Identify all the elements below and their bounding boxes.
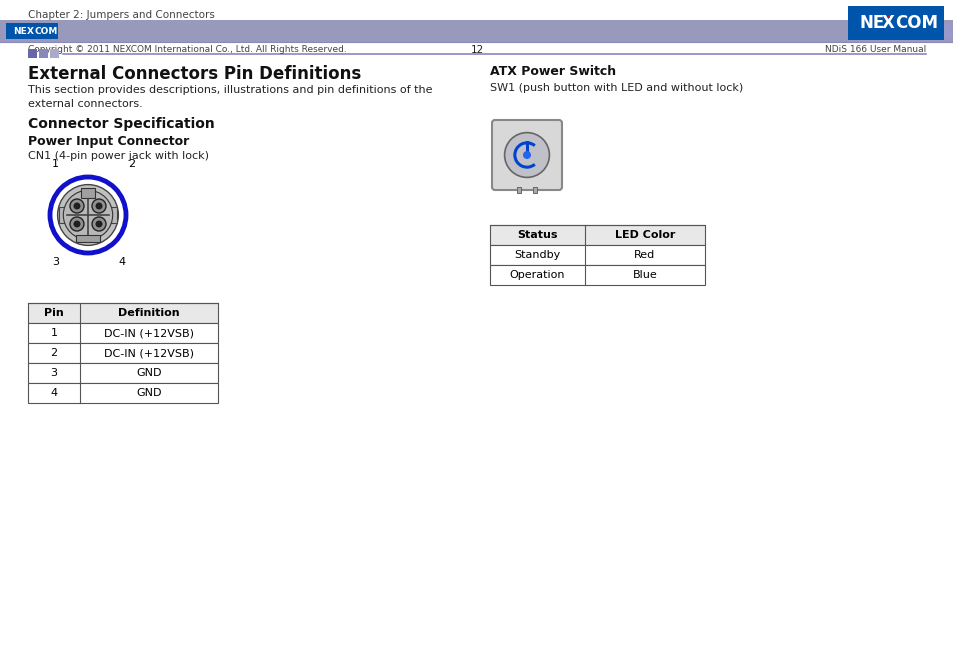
Text: GND: GND [136,388,162,398]
Text: COM: COM [35,26,58,36]
Circle shape [57,185,118,245]
Text: 2: 2 [128,159,135,169]
Text: DC-IN (+12VSB): DC-IN (+12VSB) [104,328,193,338]
Circle shape [91,199,106,213]
Bar [517,187,520,193]
Text: This section provides descriptions, illustrations and pin definitions of the: This section provides descriptions, illu… [28,85,432,95]
Text: 12: 12 [470,45,483,55]
Bar [940,24,950,38]
Text: CN1 (4-pin power jack with lock): CN1 (4-pin power jack with lock) [28,151,209,161]
Circle shape [91,217,106,231]
Text: External Connectors Pin Definitions: External Connectors Pin Definitions [28,65,361,83]
Text: 1: 1 [51,328,57,338]
Text: 3: 3 [51,368,57,378]
Circle shape [50,177,126,253]
Text: Status: Status [517,230,558,240]
Bar [0,20,953,42]
Bar [0,0,953,42]
Text: Blue: Blue [632,270,657,280]
Bar [81,188,95,198]
Text: external connectors.: external connectors. [28,99,143,109]
Text: X: X [882,14,894,32]
Text: 3: 3 [52,257,59,267]
Bar [28,323,218,343]
Text: Connector Specification: Connector Specification [28,117,214,131]
Bar [533,187,537,193]
Bar [50,49,59,58]
Text: NE: NE [13,26,27,36]
Text: ATX Power Switch: ATX Power Switch [490,65,616,78]
Text: Standby: Standby [514,250,560,260]
Text: 4: 4 [51,388,57,398]
Circle shape [70,199,84,213]
Bar [490,245,704,265]
Bar [6,23,58,39]
Circle shape [95,202,102,210]
Bar [59,207,70,223]
Circle shape [63,190,112,240]
Text: NE: NE [859,14,884,32]
Text: Power Input Connector: Power Input Connector [28,135,189,148]
Circle shape [70,217,84,231]
Text: Operation: Operation [509,270,565,280]
Text: COM: COM [894,14,937,32]
Circle shape [95,220,102,228]
Bar [39,49,48,58]
Bar [490,225,704,245]
Bar [76,235,100,243]
Text: NDiS 166 User Manual: NDiS 166 User Manual [824,46,925,54]
Bar [927,24,937,38]
Bar [847,6,943,40]
Bar [28,303,218,323]
Text: •: • [30,25,32,29]
Text: SW1 (push button with LED and without lock): SW1 (push button with LED and without lo… [490,83,742,93]
Circle shape [73,220,80,228]
Text: 1: 1 [52,159,59,169]
Text: GND: GND [136,368,162,378]
Circle shape [504,132,549,177]
Text: LED Color: LED Color [614,230,675,240]
Bar [28,383,218,403]
Text: •: • [886,15,890,21]
Bar [28,363,218,383]
Text: 4: 4 [118,257,125,267]
Bar [28,49,37,58]
Text: Pin: Pin [44,308,64,318]
Text: Red: Red [634,250,655,260]
Bar [490,265,704,285]
Text: 2: 2 [51,348,57,358]
FancyBboxPatch shape [492,120,561,190]
Text: X: X [27,26,34,36]
Bar [107,207,116,223]
Text: DC-IN (+12VSB): DC-IN (+12VSB) [104,348,193,358]
Circle shape [73,202,80,210]
Text: Definition: Definition [118,308,179,318]
Text: Copyright © 2011 NEXCOM International Co., Ltd. All Rights Reserved.: Copyright © 2011 NEXCOM International Co… [28,46,346,54]
Bar [28,343,218,363]
Circle shape [522,151,531,159]
Text: Chapter 2: Jumpers and Connectors: Chapter 2: Jumpers and Connectors [28,10,214,20]
